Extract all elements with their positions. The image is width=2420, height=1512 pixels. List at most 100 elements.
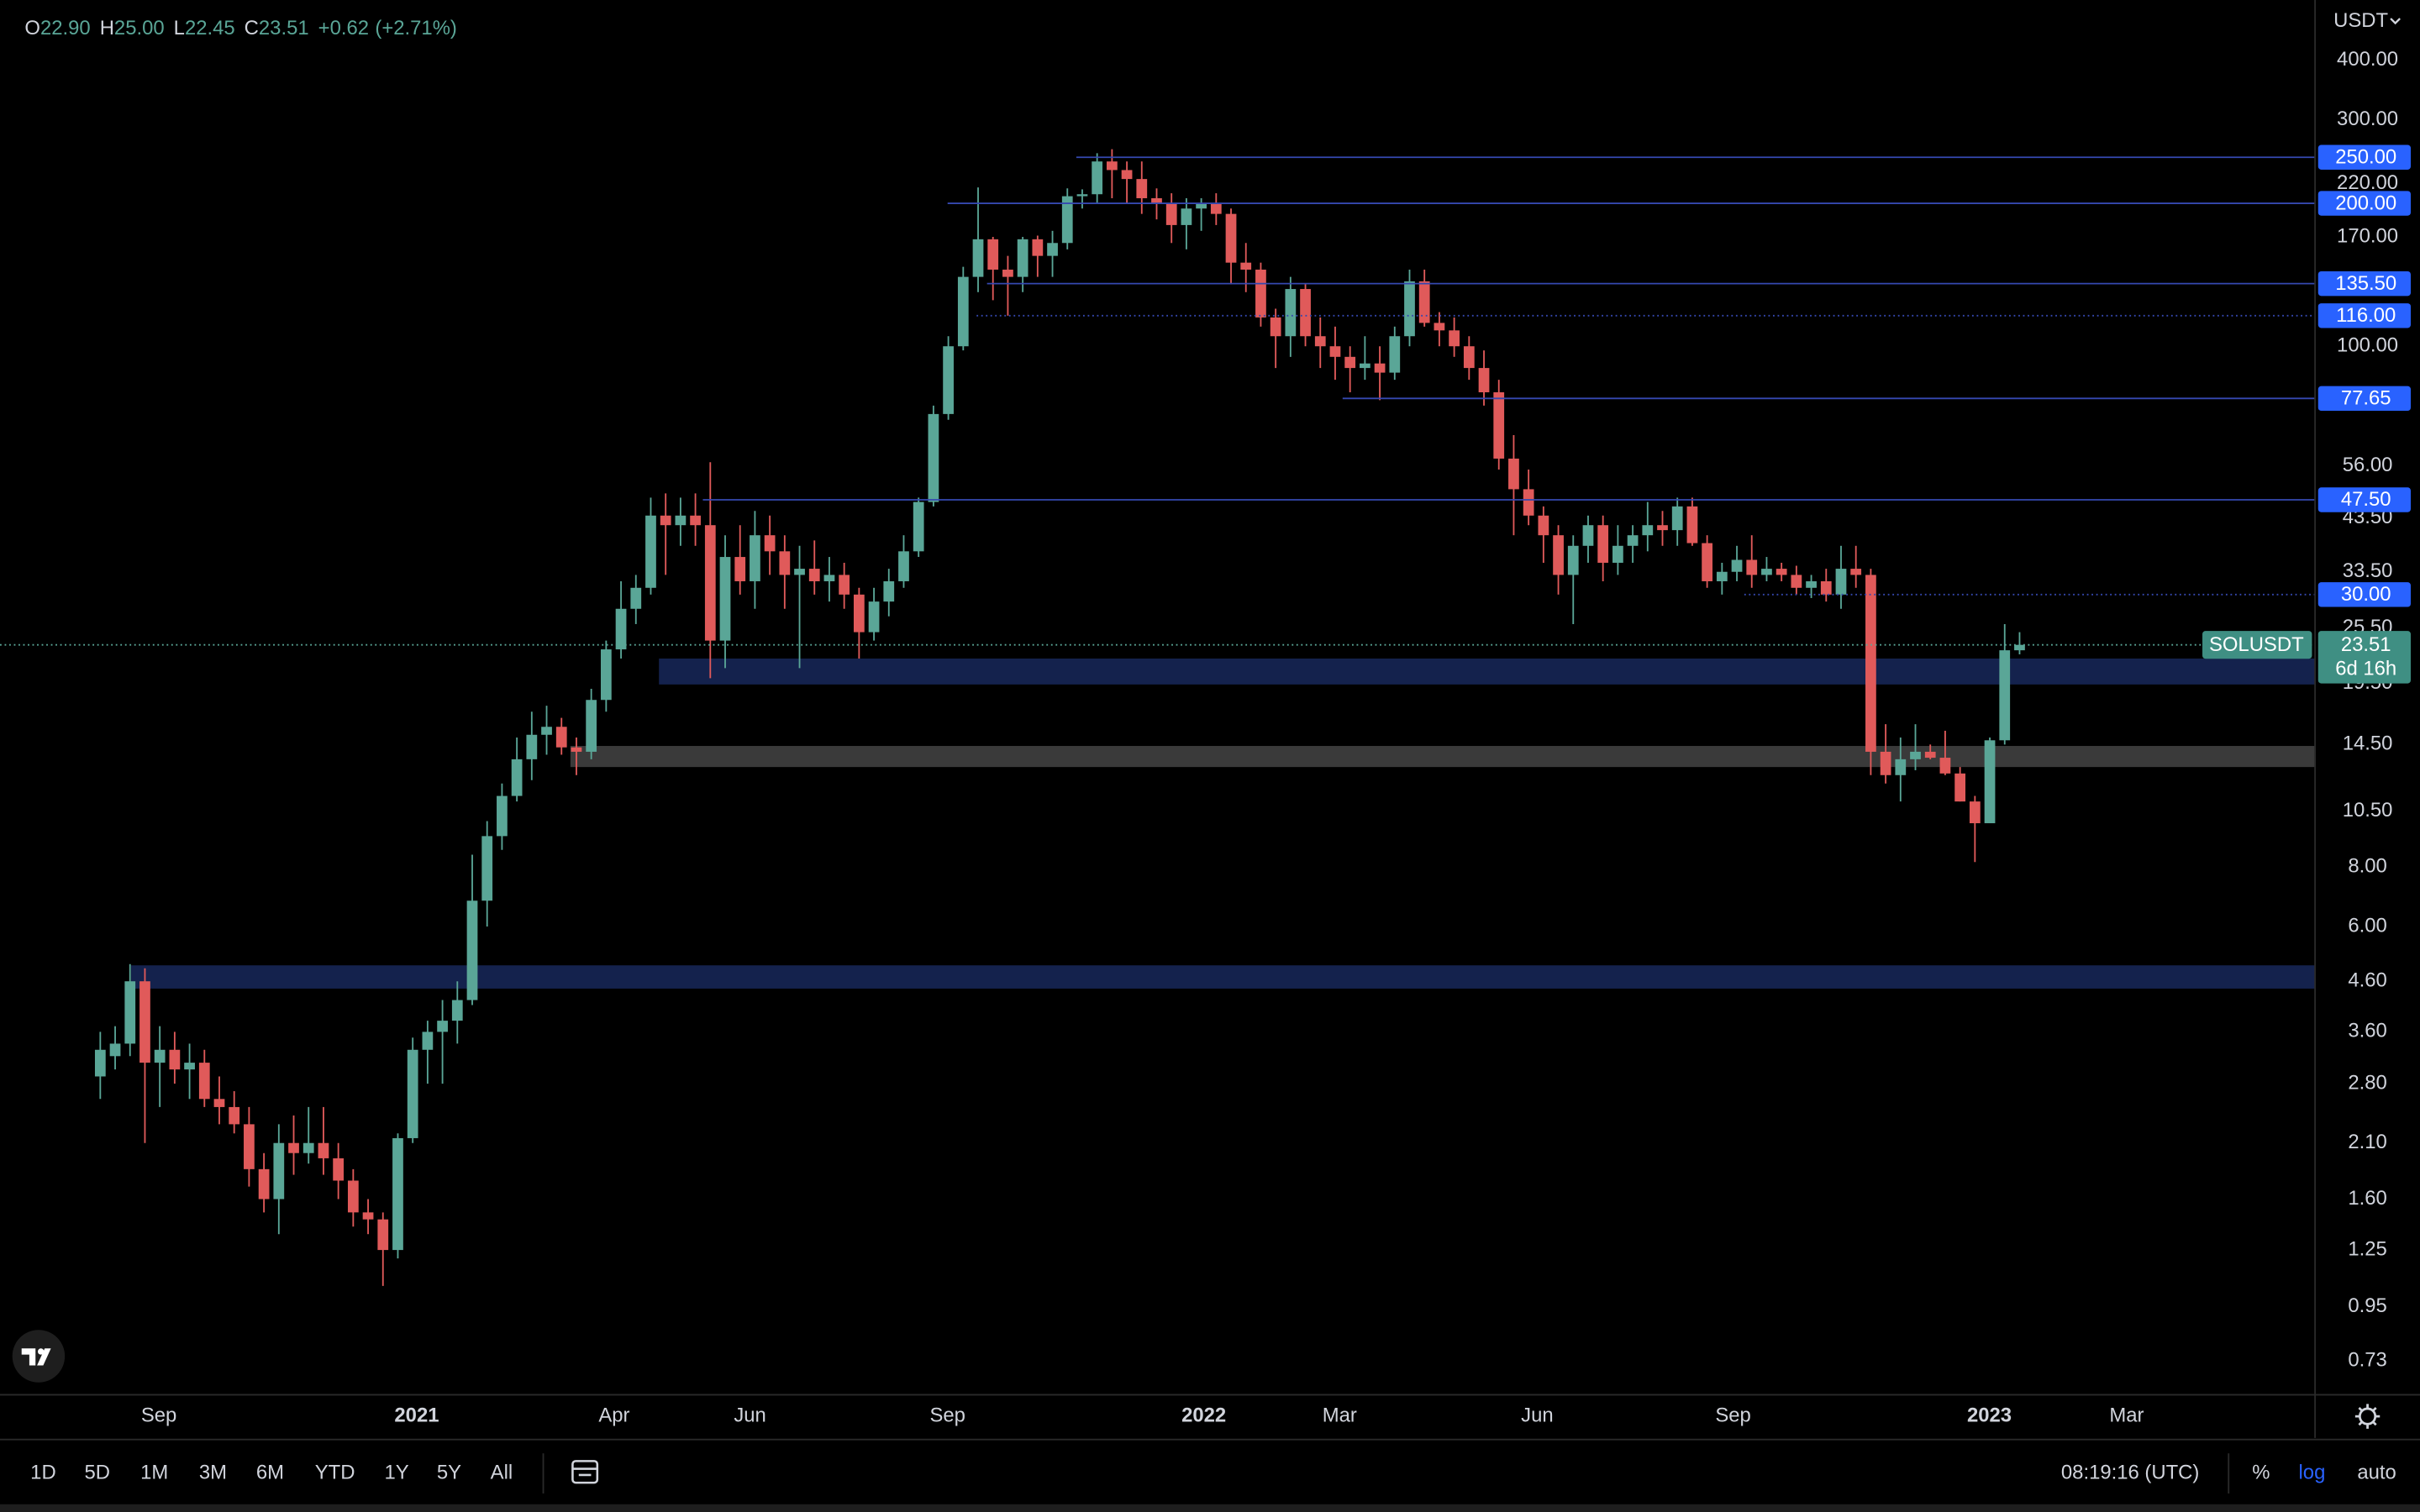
ohlc-value: 25.00 <box>114 17 165 39</box>
candle-body <box>526 734 538 759</box>
candle-body <box>1553 535 1564 575</box>
candle-body <box>244 1124 255 1169</box>
candle-body <box>600 649 612 701</box>
candle-body <box>1791 575 1802 588</box>
ohlc-value: 23.51 <box>259 17 309 39</box>
candle-body <box>779 551 791 575</box>
candle-body <box>124 981 136 1044</box>
candle-body <box>1389 336 1401 373</box>
countdown: 6d 16h <box>2335 657 2396 680</box>
candle-body <box>154 1049 166 1063</box>
range-button[interactable]: 1Y <box>384 1461 408 1483</box>
candle-body <box>1508 458 1519 490</box>
candle-body <box>1136 179 1148 198</box>
candle-body <box>1270 317 1281 337</box>
candle-body <box>1761 569 1772 575</box>
candle-body <box>734 557 746 581</box>
candle-body <box>1314 336 1326 347</box>
level-badge <box>2317 487 2411 512</box>
y-tick-label: 6.00 <box>2348 914 2386 937</box>
candle-body <box>258 1168 270 1200</box>
candle-body <box>1463 346 1475 369</box>
y-tick-label: 2.10 <box>2348 1131 2386 1153</box>
y-tick-label: 220.00 <box>2337 171 2398 194</box>
range-button[interactable]: 5Y <box>437 1461 461 1483</box>
level-label: 77.65 <box>2341 387 2391 410</box>
candle-body <box>1121 170 1133 180</box>
candle-body <box>1285 289 1297 337</box>
ohlc-key: H <box>100 17 114 39</box>
candle-body <box>987 239 999 270</box>
candle-body <box>1092 161 1103 195</box>
y-tick-label: 56.00 <box>2343 454 2393 476</box>
candle-body <box>586 700 597 752</box>
range-button[interactable]: 5D <box>84 1461 110 1483</box>
x-tick-label: 2022 <box>1181 1404 1226 1426</box>
tradingview-logo[interactable] <box>12 1330 66 1383</box>
range-button[interactable]: YTD <box>315 1461 355 1483</box>
candle-body <box>302 1142 314 1153</box>
currency-chevron[interactable] <box>2390 18 2401 25</box>
candle-body <box>481 836 493 901</box>
level-badge <box>2317 270 2411 297</box>
candle-body <box>1002 269 1013 277</box>
gear-teeth <box>2354 1404 2381 1429</box>
level-badge <box>2317 386 2411 412</box>
range-button[interactable]: 1D <box>30 1461 55 1483</box>
ohlc-key: L <box>174 17 185 39</box>
range-button[interactable]: 1M <box>140 1461 168 1483</box>
candle-body <box>437 1021 448 1032</box>
percent-toggle[interactable]: % <box>2252 1461 2270 1483</box>
candle-body <box>1850 569 1862 575</box>
toolbar: 08:19:16 (UTC) % log auto 1D 5D 1M 3M 6M YTD 1… <box>30 1453 2396 1494</box>
bottom-strip <box>0 1504 2420 1512</box>
y-tick-label: 14.50 <box>2343 732 2393 755</box>
level-label: 30.00 <box>2341 583 2391 606</box>
settings-icon[interactable] <box>2354 1404 2381 1429</box>
log-toggle[interactable]: log <box>2299 1461 2326 1483</box>
ohlc-value: 22.45 <box>185 17 235 39</box>
candle-body <box>1225 213 1237 263</box>
candle-body <box>1702 543 1712 581</box>
x-tick-label: Mar <box>2109 1404 2144 1426</box>
candle-body <box>94 1049 106 1077</box>
candle-body <box>184 1063 195 1070</box>
clock[interactable]: 08:19:16 (UTC) <box>2061 1461 2199 1483</box>
zone <box>130 965 2316 989</box>
candle-body <box>1032 239 1044 256</box>
candle-body <box>1954 773 1966 802</box>
candle-body <box>1582 525 1594 546</box>
plot-area <box>0 149 2316 1286</box>
candle-body <box>823 575 835 581</box>
candle-body <box>407 1049 418 1138</box>
y-tick-label: 0.73 <box>2348 1348 2386 1371</box>
date-range-icon[interactable] <box>571 1460 599 1484</box>
candle-body <box>957 276 969 347</box>
candle-body <box>1686 506 1698 543</box>
range-button[interactable]: 3M <box>199 1461 227 1483</box>
candle-body <box>1657 525 1668 531</box>
candle-body <box>1731 559 1743 572</box>
candle-body <box>1612 545 1623 563</box>
candle-body <box>1300 289 1311 337</box>
candle-body <box>422 1032 434 1050</box>
y-tick-label: 170.00 <box>2337 224 2398 247</box>
candle-body <box>1806 580 1817 588</box>
y-tick-label: 1.60 <box>2348 1187 2386 1210</box>
currency[interactable]: USDT <box>2333 9 2388 32</box>
x-tick-label: Jun <box>734 1404 765 1426</box>
range-button[interactable]: All <box>491 1461 513 1483</box>
candle-body <box>1835 569 1847 595</box>
candle-body <box>1999 650 2011 741</box>
change-pct: (+2.71%) <box>375 17 456 39</box>
candle-body <box>943 346 954 414</box>
candle-body <box>1017 239 1028 277</box>
candle-body <box>273 1142 285 1200</box>
y-tick-label: 33.50 <box>2343 559 2393 582</box>
candle-body <box>675 515 687 526</box>
auto-toggle[interactable]: auto <box>2357 1461 2396 1483</box>
candle-body <box>928 413 939 502</box>
candle-body <box>1181 208 1192 225</box>
candle-body <box>1404 281 1415 337</box>
range-button[interactable]: 6M <box>256 1461 284 1483</box>
